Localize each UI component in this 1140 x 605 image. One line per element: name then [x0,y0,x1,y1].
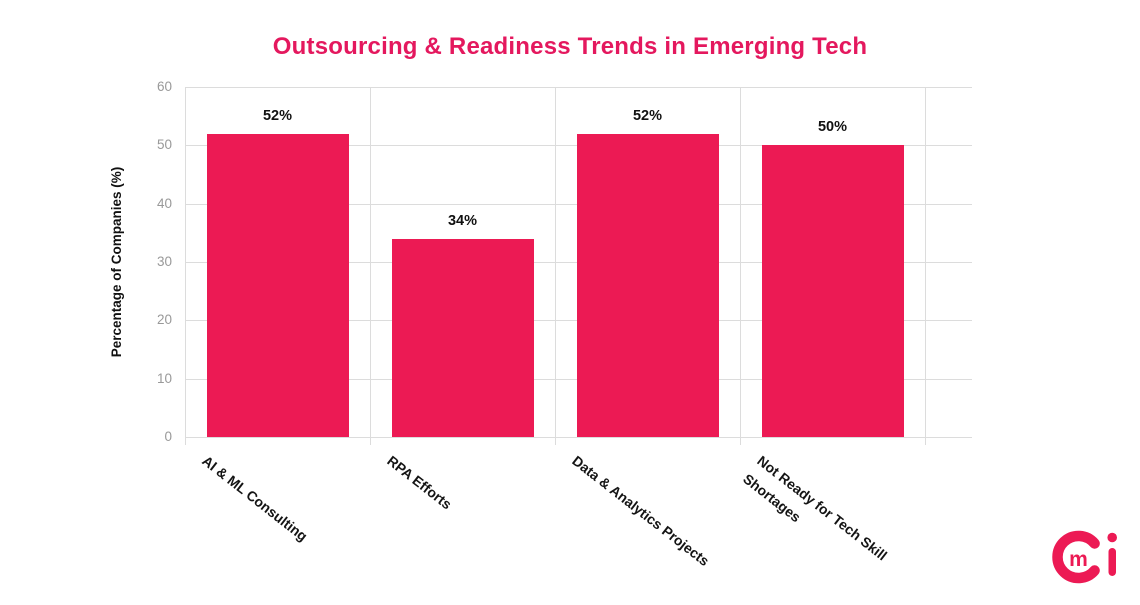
logo-m-letter: m [1069,548,1088,571]
bar [206,133,349,437]
logo-i-stem [1108,548,1116,576]
x-tick-label: AI & ML Consulting [198,452,311,545]
y-tick-label: 30 [156,254,172,269]
y-tick-label: 40 [156,195,172,211]
y-axis-spine [185,87,186,445]
gridline-vertical [555,87,556,445]
gridline-horizontal [185,87,972,88]
gridline-horizontal [185,437,972,438]
bar [576,133,719,437]
gridline-vertical [925,87,926,445]
cmi-logo: m [1052,530,1117,584]
bar-value-label: 50% [817,119,848,136]
x-tick-label: Data & Analytics Projects [568,452,712,570]
gridline-vertical [370,87,371,445]
bar [391,238,534,437]
y-tick-label: 60 [156,79,172,94]
bar [761,145,904,437]
chart-title: Outsourcing & Readiness Trends in Emergi… [272,33,868,60]
gridline-vertical [740,87,741,445]
chart-plot: 52% 34% 52% 50% [185,87,972,445]
bar-value-label: 34% [447,212,478,229]
x-tick-label: RPA Efforts [383,452,455,513]
logo-i-dot [1107,532,1117,543]
y-tick-label: 50 [156,137,172,153]
y-tick-label: 0 [164,429,172,444]
bar-value-label: 52% [262,107,293,124]
bar-value-label: 52% [632,107,663,124]
x-tick-label: Not Ready for Tech Skill Shortages [739,452,890,564]
y-tick-label: 20 [156,312,172,328]
logo-c-ring [1052,530,1100,584]
y-tick-label: 10 [156,370,172,386]
